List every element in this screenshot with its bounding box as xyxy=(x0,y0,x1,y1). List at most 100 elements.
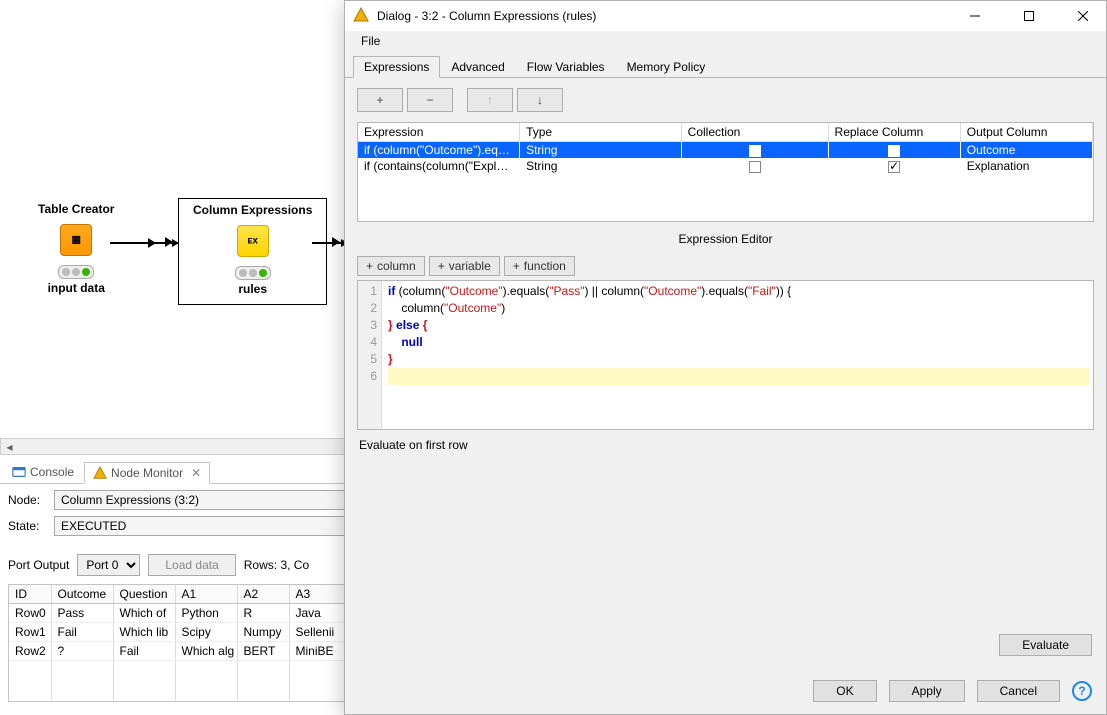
app-icon xyxy=(353,7,369,26)
node-state-field: EXECUTED xyxy=(54,516,368,536)
evaluate-row: Evaluate xyxy=(999,634,1092,656)
insert-bar: + column +variable + function xyxy=(345,256,1106,280)
hscrollbar[interactable]: ◂ xyxy=(0,438,372,455)
dialog: Dialog - 3:2 - Column Expressions (rules… xyxy=(344,0,1107,715)
arrow-down-icon: ↓ xyxy=(537,93,543,107)
add-button[interactable]: + xyxy=(357,88,403,112)
plus-icon: + xyxy=(366,259,373,273)
ok-button[interactable]: OK xyxy=(813,680,876,702)
rows-label: Rows: 3, Co xyxy=(244,558,309,572)
load-data-button[interactable]: Load data xyxy=(148,554,235,576)
remove-button[interactable]: − xyxy=(407,88,453,112)
checkbox[interactable] xyxy=(749,161,761,173)
edge[interactable] xyxy=(312,242,347,244)
col-header[interactable]: Type xyxy=(520,123,682,142)
cell xyxy=(828,158,960,174)
table-row[interactable]: Row0PassWhich ofPythonRJava xyxy=(9,604,368,623)
titlebar[interactable]: Dialog - 3:2 - Column Expressions (rules… xyxy=(345,1,1106,31)
editor-label: Expression Editor xyxy=(345,222,1106,256)
plus-icon: + xyxy=(376,93,383,107)
table-row[interactable]: Row2?FailWhich algBERTMiniBE xyxy=(9,642,368,661)
expression-table[interactable]: Expression Type Collection Replace Colum… xyxy=(357,122,1094,222)
tab-console[interactable]: Console xyxy=(4,462,82,482)
tab-memory-policy[interactable]: Memory Policy xyxy=(616,56,717,78)
tab-flow-variables[interactable]: Flow Variables xyxy=(516,56,616,78)
maximize-button[interactable] xyxy=(1006,1,1052,31)
dialog-buttons: OK Apply Cancel ? xyxy=(813,680,1092,702)
col-header[interactable]: ID xyxy=(9,585,51,604)
plus-icon: + xyxy=(513,259,520,273)
gutter: 123456 xyxy=(358,281,382,429)
cell xyxy=(681,158,828,174)
title: Dialog - 3:2 - Column Expressions (rules… xyxy=(377,9,944,23)
traffic-light xyxy=(58,265,94,279)
node-label: rules xyxy=(193,282,312,296)
col-header[interactable]: Output Column xyxy=(960,123,1092,142)
col-header[interactable]: Replace Column xyxy=(828,123,960,142)
tab-expressions[interactable]: Expressions xyxy=(353,56,440,78)
port-select[interactable]: Port 0 xyxy=(77,554,140,576)
scroll-left-icon[interactable]: ◂ xyxy=(1,439,18,454)
ex-icon: ᴇx xyxy=(247,236,258,247)
workflow-canvas[interactable]: Table Creator ▦ input data Column Expres… xyxy=(0,0,350,440)
cancel-button[interactable]: Cancel xyxy=(977,680,1060,702)
expression-editor[interactable]: 123456 if (column("Outcome").equals("Pas… xyxy=(357,280,1094,430)
label: Port Output xyxy=(8,558,69,572)
node-info: Node: Column Expressions (3:2) State: EX… xyxy=(8,490,368,542)
move-up-button[interactable]: ↑ xyxy=(467,88,513,112)
tab-advanced[interactable]: Advanced xyxy=(440,56,515,78)
cell: String xyxy=(520,158,682,174)
col-header[interactable]: Expression xyxy=(358,123,520,142)
menubar: File xyxy=(345,31,1106,51)
node-name-field: Column Expressions (3:2) xyxy=(54,490,368,510)
eval-label: Evaluate on first row xyxy=(345,430,1106,460)
apply-button[interactable]: Apply xyxy=(889,680,965,702)
checkbox[interactable] xyxy=(888,145,900,157)
node-title: Table Creator xyxy=(38,202,114,216)
node-label: input data xyxy=(38,281,114,295)
value: EXECUTED xyxy=(61,519,126,533)
checkbox[interactable] xyxy=(749,145,761,157)
data-table[interactable]: ID Outcome Question A1 A2 A3 Row0PassWhi… xyxy=(8,584,368,702)
menu-file[interactable]: File xyxy=(355,32,386,50)
col-header[interactable]: Outcome xyxy=(51,585,113,604)
close-button[interactable] xyxy=(1060,1,1106,31)
move-down-button[interactable]: ↓ xyxy=(517,88,563,112)
insert-column-button[interactable]: + column xyxy=(357,256,425,276)
insert-variable-button[interactable]: +variable xyxy=(429,256,500,276)
col-header[interactable]: A2 xyxy=(237,585,289,604)
insert-function-button[interactable]: + function xyxy=(504,256,575,276)
node-table-creator[interactable]: Table Creator ▦ input data xyxy=(38,202,114,295)
col-header[interactable]: Question xyxy=(113,585,175,604)
arrow-up-icon: ↑ xyxy=(487,93,493,107)
value: Column Expressions (3:2) xyxy=(61,493,199,507)
code-area[interactable]: if (column("Outcome").equals("Pass") || … xyxy=(382,281,1093,429)
monitor-icon xyxy=(93,466,107,480)
help-icon[interactable]: ? xyxy=(1072,681,1092,701)
bottom-tabstrip: Console Node Monitor ✕ xyxy=(0,460,372,484)
table-row[interactable]: if (contains(column("Expla… String Expla… xyxy=(358,158,1093,174)
cell xyxy=(681,142,828,159)
cell: Explanation xyxy=(960,158,1092,174)
evaluate-button[interactable]: Evaluate xyxy=(999,634,1092,656)
table-row[interactable]: if (column("Outcome").eq… String Outcome xyxy=(358,142,1093,159)
node-in-port[interactable] xyxy=(165,237,173,247)
checkbox[interactable] xyxy=(888,161,900,173)
label: column xyxy=(377,259,416,273)
cell: if (column("Outcome").eq… xyxy=(358,142,520,159)
minimize-button[interactable] xyxy=(952,1,998,31)
tab-node-monitor[interactable]: Node Monitor ✕ xyxy=(84,462,210,484)
table-row xyxy=(9,661,368,701)
console-icon xyxy=(12,465,26,479)
close-icon[interactable]: ✕ xyxy=(191,466,201,480)
label: function xyxy=(524,259,566,273)
col-header[interactable]: Collection xyxy=(681,123,828,142)
node-column-expressions[interactable]: Column Expressions ᴇx rules xyxy=(178,198,327,305)
minus-icon: − xyxy=(426,93,433,107)
cell xyxy=(828,142,960,159)
table-row[interactable]: Row1FailWhich libScipyNumpySellenii xyxy=(9,623,368,642)
port-output-row: Port Output Port 0 Load data Rows: 3, Co xyxy=(8,554,368,576)
traffic-light xyxy=(235,266,271,280)
col-header[interactable]: A1 xyxy=(175,585,237,604)
node-title: Column Expressions xyxy=(193,203,312,217)
